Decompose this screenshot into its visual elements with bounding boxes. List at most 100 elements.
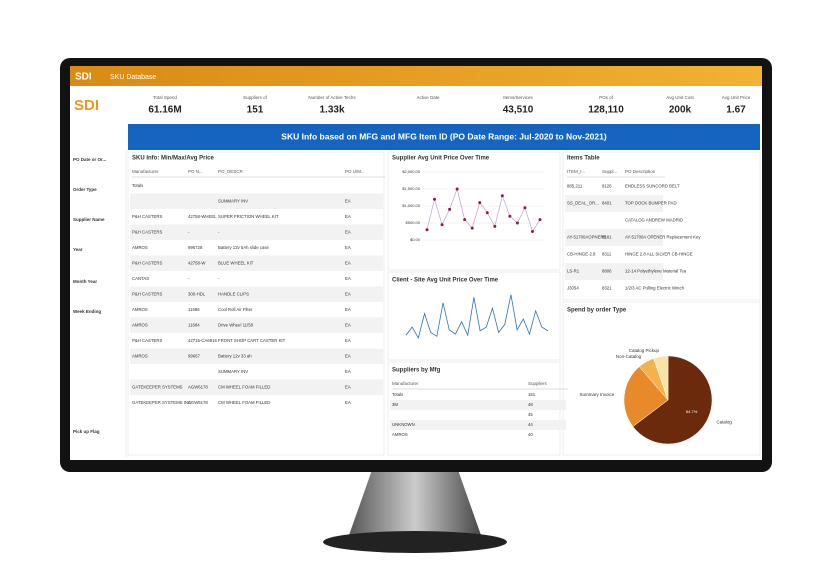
point xyxy=(425,228,429,232)
cell: Drive Wheel 11/58 xyxy=(218,322,254,327)
row-stripe xyxy=(565,195,663,212)
cell: - xyxy=(188,229,190,234)
y-tick-label: $1,000.00 xyxy=(402,203,421,208)
panel xyxy=(562,301,761,456)
y-tick-label: $0.00 xyxy=(410,237,421,242)
row-stripe xyxy=(130,379,383,395)
pie-slice xyxy=(632,355,713,445)
cell: EA xyxy=(345,229,351,234)
panel-title: Suppliers by Mfg xyxy=(392,368,441,374)
cell: UNKNOWN xyxy=(392,422,415,427)
cell: AMROS xyxy=(132,353,148,358)
cell: P&H CASTERS xyxy=(132,229,162,234)
row-stripe xyxy=(390,420,566,430)
panel-title: Spend by order Type xyxy=(567,308,627,314)
cell: AMROS xyxy=(132,322,148,327)
cell: SUMMARY INV xyxy=(218,369,248,374)
column-header: Suppl... xyxy=(602,169,617,174)
cell: AMROS xyxy=(392,432,408,437)
filter-label: Pick up Flag xyxy=(73,429,100,434)
cell: Battery 12v 5Ah slide case xyxy=(218,245,269,250)
cell: P&H CASTERS xyxy=(132,260,162,265)
cell: CANTAS xyxy=(132,276,149,281)
kpi-value: 1.33k xyxy=(319,105,344,116)
kpi-label: Avg Unit Cost xyxy=(666,95,694,100)
column-header: PO U/M... xyxy=(345,169,365,174)
cell: AY-51700AOPNERB xyxy=(567,235,607,240)
cell: 151 xyxy=(528,392,536,397)
cell: AGW6178 xyxy=(188,384,208,389)
point xyxy=(500,194,504,198)
cell: - xyxy=(218,276,220,281)
kpi-label: Number of Active Techs xyxy=(308,95,356,100)
line xyxy=(405,294,549,339)
panel-title: Client - Site Avg Unit Price Over Time xyxy=(392,278,499,284)
y-tick-label: $2,000.00 xyxy=(402,169,421,174)
cell: 8401 xyxy=(602,201,612,206)
panel xyxy=(387,151,561,271)
filter-label: Year xyxy=(73,247,83,252)
cell: HINGE 2.8 ALL SILVER CB-HINGE xyxy=(625,252,693,257)
cell: SUPER FRICTION WHEEL KIT xyxy=(218,214,279,219)
header-title: SKU Database xyxy=(110,74,156,81)
cell: 99667 xyxy=(188,353,201,358)
cell: SUMMARY INV xyxy=(218,198,248,203)
kpi-value: 43,510 xyxy=(503,105,534,116)
kpi-value: 151 xyxy=(247,105,264,116)
cell: 11684 xyxy=(188,322,200,327)
column-header: Suppliers xyxy=(528,381,548,386)
cell: EA xyxy=(345,353,351,358)
kpi-label: Avg Unit Price xyxy=(722,95,751,100)
cell: CB-HINGE-2.8 xyxy=(567,252,596,257)
cell: EA xyxy=(345,260,351,265)
kpi-label: Active Date xyxy=(416,95,440,100)
cell: AMROS xyxy=(132,307,148,312)
header-bar xyxy=(70,66,762,86)
cell: Battery 12v 33 ah xyxy=(218,353,252,358)
banner-text: SKU Info based on MFG and MFG Item ID (P… xyxy=(281,131,607,141)
stand-base xyxy=(323,531,507,553)
cell: 8311 xyxy=(602,252,612,257)
cell: 48 xyxy=(528,402,533,407)
point xyxy=(493,224,497,228)
cell: 300-HDL xyxy=(188,291,206,296)
panel-title: Items Table xyxy=(567,156,600,162)
kpi-label: Items/Services xyxy=(503,95,533,100)
cell: P&H CASTERS xyxy=(132,214,162,219)
pie-slice xyxy=(623,366,669,427)
point xyxy=(508,214,512,218)
cell: AGW6178 xyxy=(188,400,208,405)
cell: 42758-WHEEL xyxy=(188,214,217,219)
panel xyxy=(127,151,385,456)
cell: LS-R1 xyxy=(567,269,580,274)
cell: AY-51700A OPENER Replacement Key xyxy=(625,235,701,240)
point xyxy=(530,230,534,233)
cell: 1/2/3 AC Pulling Electric Winch xyxy=(625,286,685,291)
cell: - xyxy=(188,276,190,281)
filter-label: Week Ending xyxy=(73,309,101,314)
stand-neck xyxy=(348,470,482,538)
cell: 44 xyxy=(528,422,533,427)
point xyxy=(478,201,482,205)
cell: Cool Roll Air Filter xyxy=(218,307,253,312)
row-stripe xyxy=(390,400,566,410)
cell: 45 xyxy=(528,412,533,417)
row-stripe xyxy=(130,255,383,271)
cell: EA xyxy=(345,276,351,281)
cell: 3M xyxy=(392,402,398,407)
filter-label: PO Date or Or... xyxy=(73,157,106,162)
cell: TOP DOCK BUMPER PAD xyxy=(625,201,677,206)
slice-label: Catalog Pickup xyxy=(629,348,660,353)
cell: EA xyxy=(345,291,351,296)
header-logo: SDI xyxy=(75,72,92,83)
kpi-value: 61.16M xyxy=(148,105,181,116)
column-header: Manufacturer xyxy=(392,381,419,386)
filter-label: Supplier Name xyxy=(73,217,105,222)
row-stripe xyxy=(565,229,663,246)
column-header: Manufacturer xyxy=(132,169,159,174)
cell: Totals xyxy=(392,392,403,397)
kpi-value: 1.67 xyxy=(726,105,746,116)
row-stripe xyxy=(565,263,663,280)
point xyxy=(470,226,474,230)
